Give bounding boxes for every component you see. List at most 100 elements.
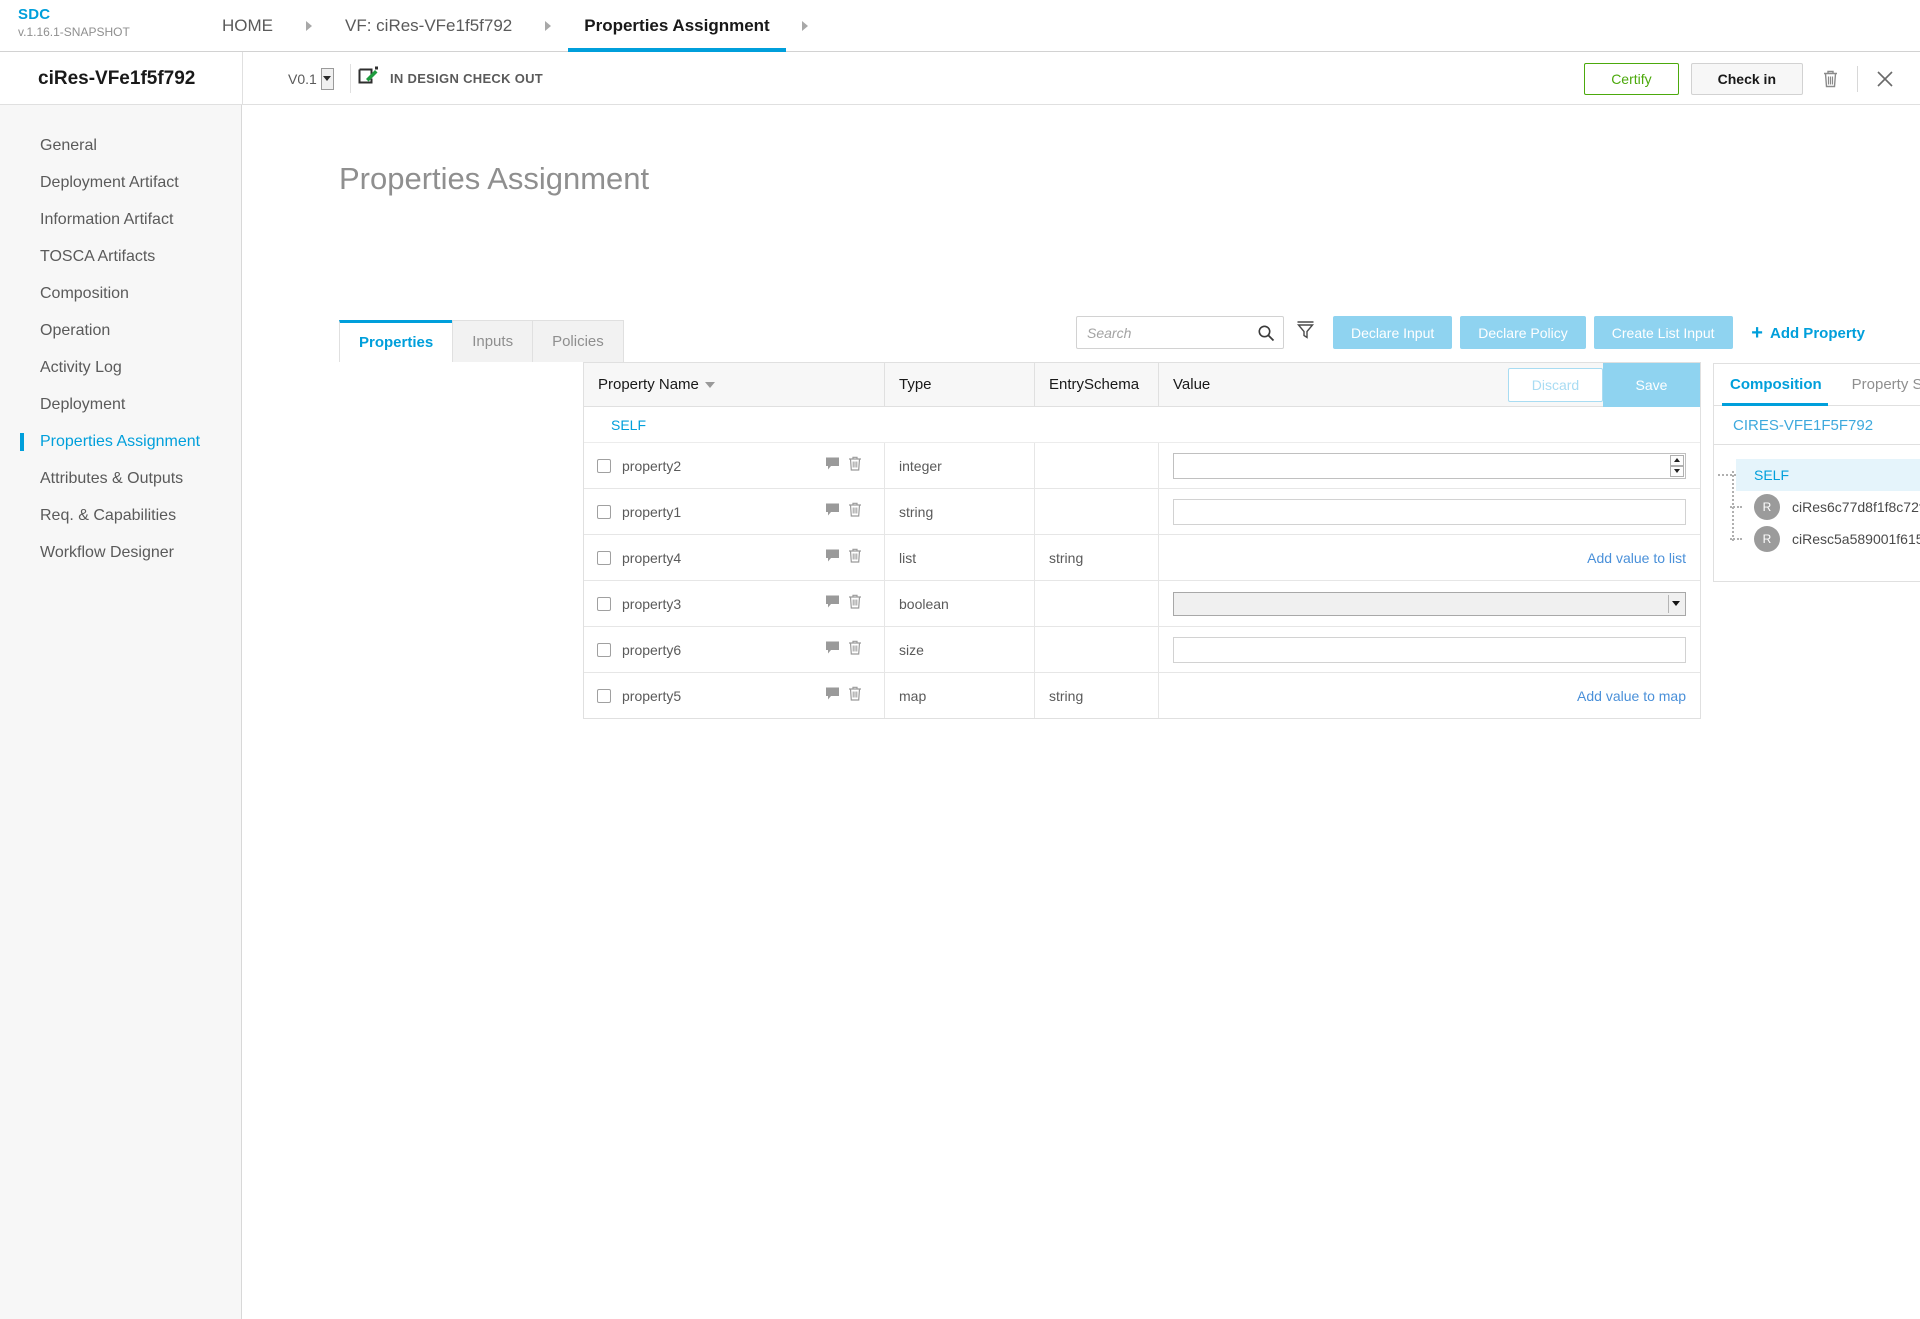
column-header-type[interactable]: Type [885, 362, 1035, 407]
tab-property-structure[interactable]: Property Structure [1851, 376, 1920, 393]
spinner-down-icon[interactable] [1670, 465, 1684, 477]
table-row[interactable]: property1 string [584, 489, 1700, 535]
breadcrumb-label: VF: ciRes-VFe1f5f792 [345, 16, 513, 35]
comment-icon[interactable] [825, 548, 840, 567]
row-checkbox[interactable] [597, 504, 611, 519]
sidebar-item-properties-assignment[interactable]: Properties Assignment [0, 423, 241, 460]
tab-properties[interactable]: Properties [339, 320, 454, 362]
tree-node-label: SELF [1754, 467, 1790, 483]
trash-icon[interactable] [848, 685, 862, 706]
table-row[interactable]: property4 list string Add value to list [584, 535, 1700, 581]
tree-node-self[interactable]: SELF [1718, 459, 1920, 491]
trash-icon[interactable] [1815, 64, 1845, 94]
sidebar-item-tosca-artifacts[interactable]: TOSCA Artifacts [40, 248, 156, 265]
value-number-input[interactable] [1173, 452, 1686, 479]
cell-property-name: property2 [584, 443, 885, 488]
value-boolean-select[interactable] [1173, 591, 1686, 616]
asset-name: ciRes-VFe1f5f792 [38, 68, 196, 89]
search-box[interactable] [1076, 316, 1284, 349]
number-spinner[interactable] [1670, 454, 1684, 477]
value-text-input[interactable] [1173, 636, 1686, 663]
spinner-up-icon[interactable] [1670, 454, 1684, 466]
chevron-down-icon[interactable] [1668, 594, 1683, 613]
sidebar-item-workflow-designer[interactable]: Workflow Designer [40, 544, 174, 561]
breadcrumb-item-properties-assignment[interactable]: Properties Assignment [562, 0, 791, 52]
add-property-button[interactable]: + Add Property [1751, 323, 1865, 343]
brand-version: v.1.16.1-SNAPSHOT [18, 25, 130, 39]
sidebar-item-general[interactable]: General [40, 137, 97, 154]
row-actions [825, 501, 862, 522]
trash-icon[interactable] [848, 593, 862, 614]
tree-node-resource-1[interactable]: R ciRes6c77d8f1f8c72f5b2fa0 0 [1730, 491, 1920, 523]
page-title: Properties Assignment [339, 160, 650, 196]
top-bar: SDC v.1.16.1-SNAPSHOT HOME VF: ciRes-VFe… [0, 0, 1920, 52]
cell-entryschema [1035, 489, 1159, 534]
breadcrumb-item-home[interactable]: HOME [200, 0, 295, 52]
chevron-down-icon[interactable] [320, 67, 334, 90]
add-value-to-map-link[interactable]: Add value to map [1577, 687, 1686, 704]
discard-button[interactable]: Discard [1508, 368, 1603, 402]
sidebar-item-deployment[interactable]: Deployment [40, 396, 126, 413]
add-value-to-list-link[interactable]: Add value to list [1587, 549, 1686, 566]
cell-type: boolean [885, 581, 1035, 626]
table-row[interactable]: property5 map string Add value to map [584, 673, 1700, 718]
tab-inputs[interactable]: Inputs [452, 320, 534, 362]
comment-icon[interactable] [825, 502, 840, 521]
value-text-input[interactable] [1173, 498, 1686, 525]
row-checkbox[interactable] [597, 642, 611, 657]
sidebar-item-activity-log[interactable]: Activity Log [40, 359, 122, 376]
comment-icon[interactable] [825, 456, 840, 475]
trash-icon[interactable] [848, 501, 862, 522]
row-actions [825, 455, 862, 476]
sidebar-item-operation[interactable]: Operation [40, 322, 111, 339]
row-checkbox[interactable] [597, 688, 611, 703]
check-in-button[interactable]: Check in [1690, 62, 1803, 95]
tree-node-label: ciResc5a589001f615eb620a0 0 [1792, 531, 1920, 547]
declare-policy-button[interactable]: Declare Policy [1460, 316, 1586, 349]
comment-icon[interactable] [825, 594, 840, 613]
sidebar-item-attributes-outputs[interactable]: Attributes & Outputs [40, 470, 184, 487]
sidebar-item-information-artifact[interactable]: Information Artifact [40, 211, 174, 228]
filter-icon[interactable] [1296, 320, 1315, 345]
table-group-header[interactable]: SELF [584, 407, 1700, 443]
breadcrumb-item-vf[interactable]: VF: ciRes-VFe1f5f792 [323, 0, 534, 52]
trash-icon[interactable] [848, 639, 862, 660]
save-button[interactable]: Save [1603, 363, 1700, 407]
table-header-actions: Discard Save [1508, 363, 1700, 407]
comment-icon[interactable] [825, 686, 840, 705]
tab-composition[interactable]: Composition [1714, 364, 1836, 406]
row-actions [825, 547, 862, 568]
create-list-input-button[interactable]: Create List Input [1593, 316, 1733, 349]
divider [242, 52, 243, 105]
table-row[interactable]: property3 boolean [584, 581, 1700, 627]
row-checkbox[interactable] [597, 550, 611, 565]
column-header-property-name[interactable]: Property Name [584, 362, 885, 407]
table-row[interactable]: property2 integer [584, 443, 1700, 489]
sidebar-item-composition[interactable]: Composition [40, 285, 129, 302]
tree-connector [1730, 538, 1742, 540]
tree-node-resource-2[interactable]: R ciResc5a589001f615eb620a0 0 [1730, 523, 1920, 555]
trash-icon[interactable] [848, 455, 862, 476]
search-input[interactable] [1077, 317, 1283, 348]
row-checkbox[interactable] [597, 596, 611, 611]
side-panel-tabs: Composition Property Structure [1714, 364, 1920, 406]
declare-input-button[interactable]: Declare Input [1333, 316, 1453, 349]
search-icon[interactable] [1257, 324, 1275, 342]
comment-icon[interactable] [825, 640, 840, 659]
certify-button[interactable]: Certify [1584, 62, 1679, 95]
composition-root-label[interactable]: CIRES-VFE1F5F792 [1714, 406, 1920, 445]
property-name-label: property3 [622, 595, 682, 612]
column-header-entryschema[interactable]: EntrySchema [1035, 362, 1159, 407]
close-icon[interactable] [1870, 64, 1900, 94]
table-row[interactable]: property6 size [584, 627, 1700, 673]
brand[interactable]: SDC v.1.16.1-SNAPSHOT [18, 6, 218, 39]
tab-policies[interactable]: Policies [532, 320, 624, 362]
sidebar-item-deployment-artifact[interactable]: Deployment Artifact [40, 174, 179, 191]
column-header-value[interactable]: Value [1173, 375, 1211, 393]
version-selector[interactable]: V0.1 [288, 52, 334, 105]
sidebar-item-req-capabilities[interactable]: Req. & Capabilities [40, 507, 177, 524]
sort-descending-icon[interactable] [704, 381, 715, 388]
row-actions [825, 639, 862, 660]
trash-icon[interactable] [848, 547, 862, 568]
row-checkbox[interactable] [597, 458, 611, 473]
